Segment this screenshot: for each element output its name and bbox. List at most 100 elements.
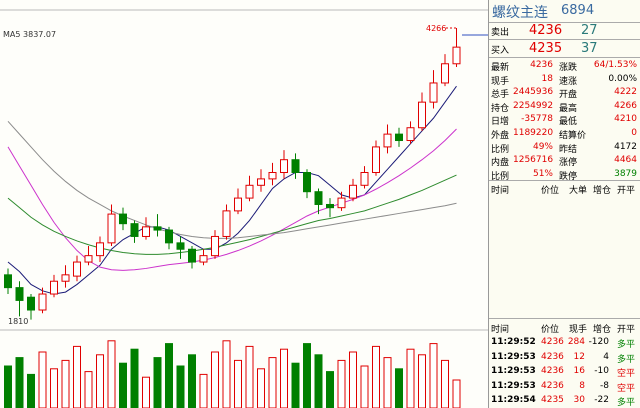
row-value: 49% (532, 141, 553, 152)
table-header: 增仓 (593, 325, 612, 335)
trade-price: 4236 (541, 351, 564, 362)
candle-body (257, 178, 265, 186)
quote-code: 6894 (561, 3, 595, 18)
row-key: 涨停 (559, 158, 578, 169)
table-header: 价位 (541, 186, 560, 196)
trade-price: 4236 (541, 337, 564, 347)
candle-body (303, 172, 311, 193)
table-header: 价位 (541, 325, 560, 335)
candle-body (222, 210, 231, 237)
trade-change: -8 (600, 380, 609, 391)
trade-price: 4236 (541, 366, 564, 376)
row-key: 最低 (559, 117, 578, 128)
candle-body (165, 229, 173, 244)
row-key: 开盘 (559, 90, 578, 101)
trade-size: 8 (579, 380, 585, 391)
trade-type: 多平 (617, 398, 636, 408)
candle-body (406, 127, 415, 142)
volume-bar (303, 343, 311, 408)
row-key: 结算价 (559, 131, 587, 141)
volume-bar (441, 359, 449, 408)
volume-bar (349, 351, 357, 408)
trade-type: 多平 (617, 354, 636, 365)
row-value: 1189220 (513, 128, 554, 138)
volume-bar (199, 373, 208, 408)
row-value: 4464 (614, 155, 637, 166)
candle-body (27, 296, 35, 311)
row-value: 0 (631, 128, 637, 138)
trade-type: 空平 (617, 383, 636, 394)
row-value: 3879 (614, 168, 637, 179)
volume-bar (142, 376, 150, 408)
row-key: 比例 (491, 144, 510, 155)
row-value: 18 (541, 73, 553, 84)
chart: MA5 3837.07 1810 4266 (0, 9, 488, 408)
row-key: 最新 (491, 63, 510, 73)
row-value: -35778 (521, 114, 553, 125)
candle-body (268, 172, 277, 180)
row-value: 4236 (530, 60, 553, 70)
ask-price: 4236 (529, 23, 563, 38)
candle-body (326, 203, 334, 209)
row-value: 4222 (614, 87, 637, 98)
trade-type: 多平 (617, 340, 636, 350)
candle-body (153, 226, 162, 231)
trade-size: 30 (573, 395, 585, 405)
trade-time: 11:29:53 (491, 366, 536, 376)
volume-bar (4, 365, 12, 408)
volume-bar (107, 340, 116, 408)
row-key: 日增 (491, 117, 510, 128)
trade-type: 空平 (617, 369, 636, 379)
row-value: 4172 (614, 141, 637, 152)
volume-bar (176, 365, 185, 408)
volume-bar (452, 379, 461, 408)
trade-size: 12 (573, 351, 585, 362)
candle-body (349, 184, 357, 199)
trade-size: 284 (567, 337, 585, 347)
table-header: 时间 (491, 325, 510, 335)
candle-body (188, 248, 196, 263)
volume-bar (337, 359, 346, 408)
volume-bar (211, 351, 219, 408)
row-key: 外盘 (491, 131, 510, 141)
volume-bar (188, 354, 196, 408)
trade-time: 11:29:52 (491, 337, 536, 347)
trade-change: -22 (594, 395, 609, 405)
row-key: 跌停 (559, 171, 578, 182)
volume-bar (383, 357, 392, 408)
candle-body (38, 293, 47, 311)
candle-body (337, 197, 346, 209)
ma-line (7, 120, 457, 239)
volume-bar (360, 365, 369, 408)
volume-bar (96, 354, 104, 408)
quote-panel: 螺纹主连 6894 卖出 4236 27 买入 4235 37 最新 4236 涨跌… (488, 0, 640, 408)
bid-label: 买入 (491, 46, 510, 56)
row-value: 1256716 (513, 155, 554, 166)
trade-change: -120 (588, 337, 609, 347)
row-key: 持仓 (491, 103, 510, 114)
high-label: 4266 (426, 24, 446, 33)
candle-body (395, 133, 403, 142)
volume-bar (222, 340, 231, 408)
trade-change: -10 (594, 366, 609, 376)
bid-price: 4235 (529, 41, 563, 56)
row-value: 51% (532, 168, 553, 179)
candle-body (107, 213, 116, 244)
row-key: 昨结 (559, 144, 578, 155)
trade-price: 4235 (541, 395, 564, 405)
trade-time: 11:29:53 (491, 351, 536, 362)
row-value: 64/1.53% (593, 60, 637, 70)
candle-body (245, 184, 254, 199)
trade-price: 4236 (541, 380, 564, 391)
table-header: 现手 (569, 325, 588, 335)
candle-body (119, 213, 127, 225)
quote-title: 螺纹主连 (492, 5, 548, 21)
candle-body (176, 242, 185, 250)
volume-bar (38, 351, 47, 408)
volume-bar (61, 359, 70, 408)
table-header: 大单 (569, 186, 588, 196)
volume-bar (429, 343, 438, 408)
candle-body (50, 280, 58, 295)
candle-body (291, 159, 300, 173)
